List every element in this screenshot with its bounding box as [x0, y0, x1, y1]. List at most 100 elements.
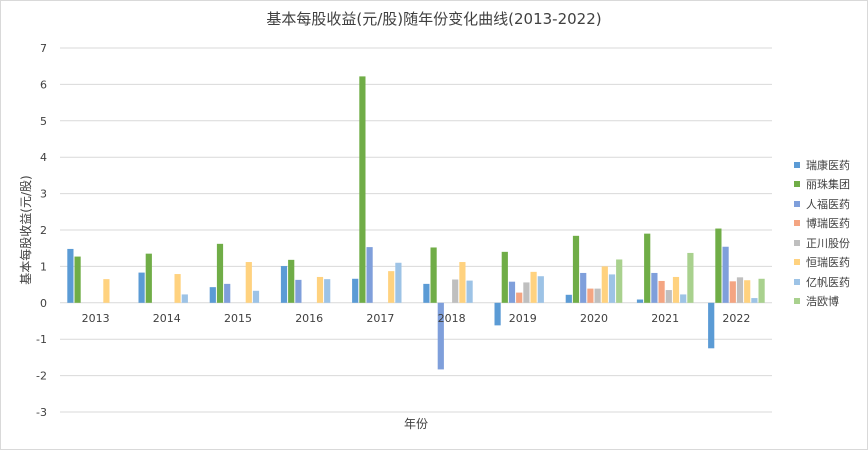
bar	[608, 274, 616, 303]
bar	[565, 294, 572, 303]
x-tick-label: 2022	[722, 312, 750, 325]
x-tick-label: 2016	[295, 312, 323, 325]
legend-swatch	[794, 220, 800, 227]
bar	[680, 294, 687, 303]
bar	[508, 281, 516, 303]
bar	[501, 251, 508, 303]
x-tick-label: 2014	[153, 312, 181, 325]
legend-swatch	[794, 181, 800, 188]
bar	[181, 294, 188, 303]
bar	[209, 287, 216, 303]
bar	[722, 246, 729, 303]
x-tick-label: 2013	[82, 312, 110, 325]
bar	[224, 283, 231, 303]
bar	[216, 243, 224, 303]
y-tick-label: 6	[40, 78, 47, 91]
legend-swatch	[794, 259, 800, 266]
bar	[316, 276, 324, 303]
x-tick-label: 2019	[509, 312, 537, 325]
bar	[651, 272, 658, 303]
bar	[245, 262, 252, 303]
x-tick-label: 2018	[438, 312, 466, 325]
bar	[288, 259, 295, 303]
legend-label: 亿帆医药	[806, 275, 850, 289]
bar	[466, 280, 473, 303]
legend-item: 亿帆医药	[794, 272, 850, 292]
bar	[530, 271, 537, 303]
bar	[708, 302, 715, 349]
x-tick-label: 2017	[366, 312, 394, 325]
legend-item: 人福医药	[794, 194, 850, 214]
x-tick-label: 2021	[651, 312, 679, 325]
bar	[736, 277, 744, 303]
bar	[751, 298, 758, 303]
bar	[388, 271, 395, 303]
bar	[324, 279, 331, 303]
x-tick-label: 2020	[580, 312, 608, 325]
x-tick-label: 2015	[224, 312, 252, 325]
legend-swatch	[794, 161, 800, 168]
legend-item: 恒瑞医药	[794, 253, 850, 273]
x-axis-title: 年份	[404, 417, 428, 431]
legend-label: 正川股份	[806, 236, 850, 250]
legend-label: 浩欧博	[806, 295, 839, 309]
bar	[395, 262, 402, 303]
legend-label: 博瑞医药	[806, 217, 850, 231]
bar	[665, 290, 672, 303]
y-axis-title: 基本每股收益(元/股)	[18, 175, 33, 284]
y-tick-label: -1	[36, 333, 47, 346]
bar	[537, 276, 544, 303]
bar	[359, 76, 366, 303]
legend-label: 人福医药	[806, 197, 850, 211]
legend-item: 瑞康医药	[794, 155, 850, 175]
bar	[616, 259, 623, 303]
legend-item: 浩欧博	[794, 292, 850, 312]
bar	[452, 279, 459, 303]
bar	[658, 280, 665, 303]
bar	[74, 256, 81, 303]
bar	[252, 290, 260, 303]
bar	[174, 274, 181, 303]
bar	[715, 228, 722, 303]
bar	[430, 247, 437, 303]
bar	[644, 233, 651, 303]
bar	[103, 279, 110, 303]
legend-swatch	[794, 278, 800, 285]
y-tick-label: -3	[36, 406, 47, 419]
bar	[729, 281, 736, 303]
bar	[280, 266, 288, 303]
bar	[437, 302, 444, 370]
legend-item: 博瑞医药	[794, 214, 850, 234]
bar	[744, 280, 751, 303]
bar	[587, 288, 594, 303]
bar	[138, 272, 145, 303]
bar	[523, 282, 530, 303]
bar	[516, 292, 523, 303]
y-tick-label: 0	[40, 297, 47, 310]
bar	[423, 283, 430, 303]
bar	[67, 248, 74, 303]
legend-label: 瑞康医药	[806, 158, 850, 172]
bar	[572, 235, 580, 303]
bar	[459, 262, 466, 303]
y-tick-label: -2	[36, 370, 47, 383]
bar	[295, 279, 302, 303]
bar	[366, 247, 373, 303]
chart-title: 基本每股收益(元/股)随年份变化曲线(2013-2022)	[266, 10, 602, 28]
bar	[352, 278, 359, 303]
chart-legend: 瑞康医药丽珠集团人福医药博瑞医药正川股份恒瑞医药亿帆医药浩欧博	[794, 155, 850, 311]
legend-item: 正川股份	[794, 233, 850, 253]
bar	[145, 253, 152, 303]
y-tick-label: 5	[40, 115, 47, 128]
bar	[580, 272, 587, 303]
bar	[758, 278, 765, 303]
bar	[494, 302, 501, 326]
legend-label: 丽珠集团	[806, 178, 850, 192]
legend-swatch	[794, 200, 800, 207]
legend-item: 丽珠集团	[794, 175, 850, 195]
y-tick-label: 2	[40, 224, 47, 237]
y-tick-label: 3	[40, 188, 47, 201]
bar	[594, 288, 601, 303]
